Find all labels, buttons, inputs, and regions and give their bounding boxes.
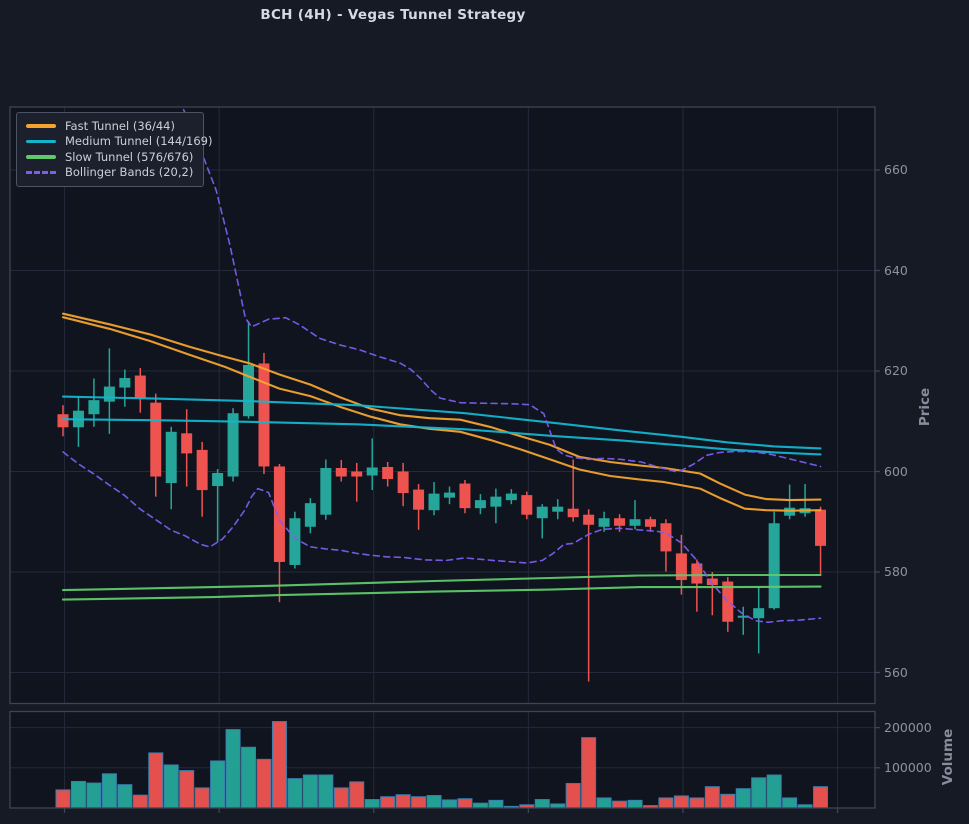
legend-item-medium-tunnel: Medium Tunnel (144/169) — [26, 134, 212, 150]
price-tick-label: 580 — [884, 564, 908, 579]
volume-tick-label: 200000 — [884, 719, 932, 735]
price-axis-label: Price — [917, 387, 933, 427]
legend: Fast Tunnel (36/44) Medium Tunnel (144/1… — [16, 112, 212, 187]
slow-tunnel-upper-line — [61, 573, 822, 592]
fast-tunnel-upper-line — [61, 312, 822, 502]
fast-tunnel-lower-line — [61, 316, 822, 512]
volume-axis-label: Volume — [940, 728, 956, 786]
candles-layer — [57, 321, 827, 682]
fast-tunnel-line-swatch — [26, 124, 56, 128]
bollinger-lower-line — [62, 451, 822, 624]
legend-item-slow-tunnel: Slow Tunnel (576/676) — [26, 149, 195, 165]
legend-item-bollinger-bands: Bollinger Bands (20,2) — [26, 165, 195, 181]
volume-tick-label: 100000 — [884, 759, 932, 775]
bollinger-upper-line — [182, 108, 822, 473]
slow-tunnel-line-swatch — [26, 155, 56, 159]
chart-title: BCH (4H) - Vegas Tunnel Strategy — [260, 7, 526, 23]
legend-label: Bollinger Bands (20,2) — [65, 165, 194, 180]
slow-tunnel-lower-line — [61, 585, 822, 601]
price-tick-label: 620 — [884, 363, 908, 378]
legend-item-fast-tunnel: Fast Tunnel (36/44) — [26, 118, 195, 134]
legend-label: Slow Tunnel (576/676) — [65, 149, 194, 164]
legend-label: Medium Tunnel (144/169) — [65, 134, 213, 149]
medium-tunnel-line-swatch — [26, 139, 56, 143]
price-tick-label: 660 — [884, 162, 908, 177]
bollinger-bands-line-swatch — [26, 170, 56, 174]
price-tick-label: 560 — [884, 664, 908, 680]
medium-tunnel-upper-line — [61, 395, 822, 450]
volume-layer — [55, 721, 829, 809]
legend-label: Fast Tunnel (36/44) — [65, 118, 175, 133]
price-tick-label: 640 — [884, 262, 908, 278]
price-tick-label: 600 — [884, 463, 908, 479]
medium-tunnel-lower-line — [61, 418, 822, 456]
